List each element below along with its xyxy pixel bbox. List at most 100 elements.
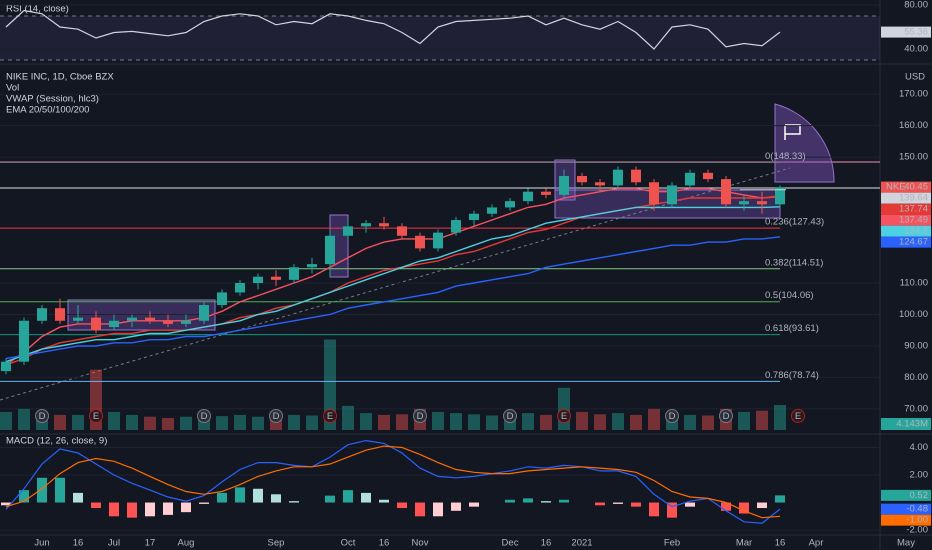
- histogram-bar: [127, 502, 137, 518]
- histogram-bar: [217, 492, 227, 503]
- value-box: [881, 181, 931, 193]
- x-tick-label: 17: [145, 538, 156, 549]
- ema-line: [5, 195, 781, 366]
- volume-bar: [324, 339, 336, 430]
- x-tick-label: Jul: [108, 538, 120, 549]
- value-label: 140.45: [899, 182, 928, 193]
- histogram-bar: [523, 498, 533, 503]
- candle-body: [127, 317, 137, 321]
- legend-title: RSI (14, close): [6, 4, 69, 15]
- volume-bar: [342, 405, 354, 430]
- histogram-bar: [145, 502, 155, 517]
- candle-body: [271, 276, 281, 280]
- event-marker: [503, 409, 517, 423]
- histogram-bar: [739, 502, 749, 514]
- candle-body: [577, 175, 587, 183]
- event-label: D: [507, 411, 514, 422]
- candle-body: [199, 305, 209, 321]
- x-tick-label: Apr: [809, 538, 824, 549]
- rsi-line: [5, 9, 781, 50]
- candle-body: [523, 191, 533, 202]
- value-label: 137.49: [899, 215, 928, 226]
- histogram-bar: [55, 477, 65, 503]
- histogram-bar: [19, 490, 29, 503]
- value-box: [881, 225, 931, 237]
- volume-bar: [468, 414, 480, 430]
- histogram-bar: [325, 495, 335, 503]
- event-label: E: [561, 411, 567, 422]
- candle-body: [343, 226, 353, 236]
- candle-body: [37, 308, 47, 321]
- volume-bar: [576, 411, 588, 430]
- histogram-bar: [469, 502, 479, 507]
- trend-line: [0, 167, 791, 401]
- histogram-bar: [235, 487, 245, 503]
- fib-label: 0.5(104.06): [765, 290, 814, 301]
- histogram-bar: [163, 502, 173, 515]
- rsi-band: [0, 15, 880, 61]
- macd-line: [5, 439, 781, 524]
- volume-bar: [612, 413, 624, 430]
- histogram-bar: [505, 499, 515, 503]
- histogram-bar: [775, 495, 785, 503]
- fib-wedge: [774, 103, 835, 183]
- event-marker: [413, 409, 427, 423]
- macd-line: [5, 445, 781, 519]
- volume-bar: [18, 408, 30, 430]
- volume-bar: [306, 415, 318, 430]
- candle-body: [415, 235, 425, 249]
- event-label: D: [723, 411, 730, 422]
- value-box: [881, 26, 931, 38]
- x-tick-label: Dec: [502, 538, 519, 549]
- histogram-bar: [109, 502, 119, 517]
- value-box: [881, 192, 931, 204]
- range-box: [67, 299, 216, 331]
- histogram-bar: [541, 501, 551, 503]
- event-marker: [557, 409, 571, 423]
- value-box: [881, 236, 931, 248]
- volume-bar: [594, 414, 606, 430]
- volume-bar: [234, 414, 246, 430]
- volume-bar: [162, 417, 174, 430]
- legend-title: NIKE INC, 1D, Cboe BZX: [6, 72, 114, 83]
- x-tick-label: May: [897, 538, 915, 549]
- y-tick-label: 2.00: [910, 470, 929, 481]
- histogram-bar: [253, 488, 263, 503]
- candle-body: [757, 201, 767, 205]
- value-label: 55.36: [904, 27, 928, 38]
- candle-body: [433, 232, 443, 249]
- candle-body: [163, 320, 173, 324]
- value-box: [881, 489, 931, 501]
- value-label: 139.64: [899, 193, 928, 204]
- volume-bar: [144, 416, 156, 430]
- histogram-bar: [721, 502, 731, 511]
- candle-body: [775, 187, 785, 205]
- histogram-bar: [757, 502, 767, 509]
- value-label: 137.74: [899, 204, 928, 215]
- event-label: E: [93, 411, 99, 422]
- candle-body: [235, 282, 245, 293]
- value-box: [881, 214, 931, 226]
- event-marker: [89, 409, 103, 423]
- candle-body: [73, 317, 83, 321]
- candle-body: [361, 223, 371, 227]
- candle-body: [595, 182, 605, 186]
- candle-body: [505, 201, 515, 208]
- volume-bar: [72, 414, 84, 430]
- value-label: -1.00: [906, 515, 928, 526]
- volume-bar: [288, 414, 300, 430]
- candle-body: [739, 201, 749, 205]
- legend-item: EMA 20/50/100/200: [6, 105, 89, 116]
- legend-item: VWAP (Session, hlc3): [6, 94, 99, 105]
- y-tick-label: -2.00: [906, 525, 928, 536]
- x-tick-label: 16: [541, 538, 552, 549]
- y-tick-label: 110.00: [900, 278, 928, 289]
- candle-body: [289, 267, 299, 280]
- histogram-bar: [91, 502, 101, 509]
- volume-bar: [54, 414, 66, 430]
- value-box: [881, 514, 931, 526]
- x-tick-label: 16: [775, 538, 786, 549]
- y-tick-label: 4.00: [910, 442, 929, 453]
- volume-bar: [450, 413, 462, 430]
